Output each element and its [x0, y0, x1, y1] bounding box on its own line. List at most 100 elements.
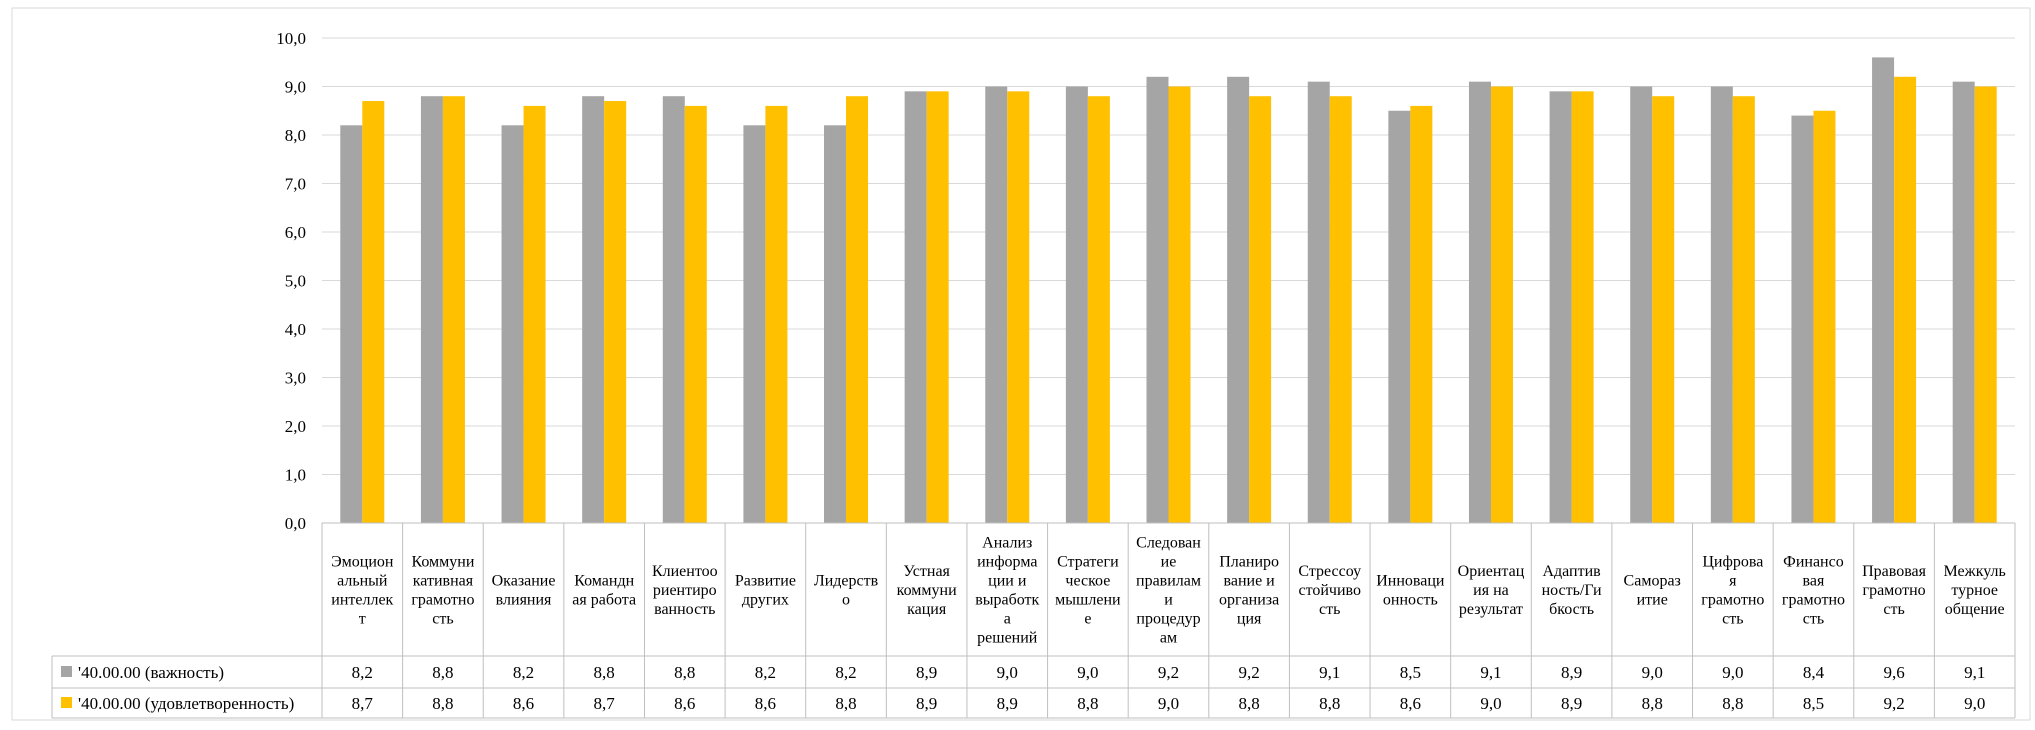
y-tick-label: 3,0 [285, 369, 306, 388]
legend-entry: '40.00.00 (удовлетворенность) [78, 694, 294, 713]
data-label: 9,2 [1883, 694, 1904, 713]
x-tick-label: Клиентоо риентиро ванность [652, 563, 718, 618]
bar-satisfaction [442, 96, 465, 523]
data-label: 8,5 [1803, 694, 1824, 713]
legend-swatch [61, 666, 72, 677]
bar-satisfaction [1007, 91, 1030, 523]
bar-satisfaction [1329, 96, 1352, 523]
x-tick-label: Оказание влияния [492, 573, 556, 609]
bar-importance [1227, 76, 1250, 524]
y-tick-label: 1,0 [285, 466, 306, 485]
bar-importance [1952, 81, 1975, 524]
data-label: 8,9 [997, 694, 1018, 713]
data-label: 8,8 [1642, 694, 1663, 713]
data-label: 9,1 [1480, 663, 1501, 682]
data-label: 8,6 [1400, 694, 1421, 713]
chart-frame [11, 7, 2031, 721]
bar-importance [1630, 86, 1653, 523]
data-label: 8,2 [513, 663, 534, 682]
x-tick-label: Стратеги ческое мышлени е [1055, 554, 1121, 628]
bar-satisfaction [1490, 86, 1513, 523]
data-label: 8,2 [352, 663, 373, 682]
bar-importance [662, 96, 685, 523]
data-label: 9,0 [997, 663, 1018, 682]
x-tick-label: Адаптив ность/Ги бкость [1542, 563, 1602, 618]
bar-satisfaction [1087, 96, 1110, 523]
bar-importance [985, 86, 1008, 523]
x-tick-label: Устная коммуни кация [897, 563, 957, 618]
bar-satisfaction [926, 91, 949, 523]
bar-importance [1388, 110, 1411, 523]
bar-satisfaction [1652, 96, 1675, 523]
data-label: 8,8 [1238, 694, 1259, 713]
data-label: 9,0 [1964, 694, 1985, 713]
data-label: 8,9 [916, 663, 937, 682]
bar-importance [1146, 76, 1169, 524]
x-tick-label: Командн ая работа [572, 573, 636, 609]
x-tick-label: Коммуни кативная грамотно сть [411, 554, 474, 628]
bar-importance [1468, 81, 1491, 524]
x-tick-label: Финансо вая грамотно сть [1782, 554, 1845, 628]
x-tick-label: Правовая грамотно сть [1862, 563, 1927, 618]
bar-importance [1872, 57, 1895, 524]
axes: 0,0 1,0 2,0 3,0 4,0 5,0 6,0 7,0 8,0 9,0 10,0 [276, 29, 2015, 533]
y-tick-label: 8,0 [285, 126, 306, 145]
bar-importance [501, 125, 524, 524]
bar-importance [1549, 91, 1572, 523]
bar-satisfaction [684, 105, 707, 524]
bar-satisfaction [765, 105, 788, 524]
y-tick-label: 10,0 [276, 29, 306, 48]
x-tick-label: Инноваци онность [1376, 573, 1445, 609]
bar-importance [1065, 86, 1088, 523]
data-label: 8,6 [513, 694, 534, 713]
bar-satisfaction [1974, 86, 1997, 523]
bar-importance [420, 96, 443, 523]
data-label: 9,0 [1642, 663, 1663, 682]
data-label: 9,2 [1238, 663, 1259, 682]
bar-satisfaction [1732, 96, 1755, 523]
bar-satisfaction [1410, 105, 1433, 524]
data-label: 8,6 [674, 694, 695, 713]
data-label: 9,2 [1158, 663, 1179, 682]
bar-importance [904, 91, 927, 523]
bar-importance [582, 96, 605, 523]
data-label: 8,8 [1077, 694, 1098, 713]
data-label: 8,8 [432, 663, 453, 682]
y-tick-label: 4,0 [285, 320, 306, 339]
bar-importance [340, 125, 363, 524]
data-label: 9,0 [1077, 663, 1098, 682]
x-tick-label: Следован ие правилам и процедур ам [1136, 535, 1201, 647]
legend-entry: '40.00.00 (важность) [78, 663, 224, 682]
data-label: 9,1 [1319, 663, 1340, 682]
data-label: 8,7 [352, 694, 374, 713]
y-tick-label: 9,0 [285, 78, 306, 97]
bar-importance [743, 125, 766, 524]
x-tick-label: Эмоцион альный интеллек т [331, 554, 394, 628]
data-label: 9,0 [1158, 694, 1179, 713]
data-table: Эмоцион альный интеллек т Коммуни кативная гра… [51, 523, 2016, 719]
data-label: 9,1 [1964, 663, 1985, 682]
x-tick-label: Лидерств о [814, 573, 879, 609]
y-tick-label: 0,0 [285, 514, 306, 533]
y-tick-label: 7,0 [285, 175, 306, 194]
data-label: 8,2 [835, 663, 856, 682]
bar-satisfaction [1813, 110, 1836, 523]
x-tick-label: Цифрова я грамотно сть [1701, 554, 1764, 628]
bar-satisfaction [1894, 76, 1917, 524]
x-tick-label: Планиро вание и организа ция [1219, 554, 1279, 628]
data-label: 8,8 [835, 694, 856, 713]
data-label: 9,6 [1883, 663, 1904, 682]
data-label: 8,7 [594, 694, 616, 713]
bar-satisfaction [1571, 91, 1594, 523]
data-label: 8,6 [755, 694, 776, 713]
data-label: 8,2 [755, 663, 776, 682]
y-tick-label: 2,0 [285, 417, 306, 436]
data-label: 8,5 [1400, 663, 1421, 682]
data-label: 8,8 [1722, 694, 1743, 713]
bar-importance [1307, 81, 1330, 524]
bar-importance [824, 125, 847, 524]
data-label: 8,8 [674, 663, 695, 682]
y-tick-label: 6,0 [285, 223, 306, 242]
data-label: 8,9 [1561, 663, 1582, 682]
